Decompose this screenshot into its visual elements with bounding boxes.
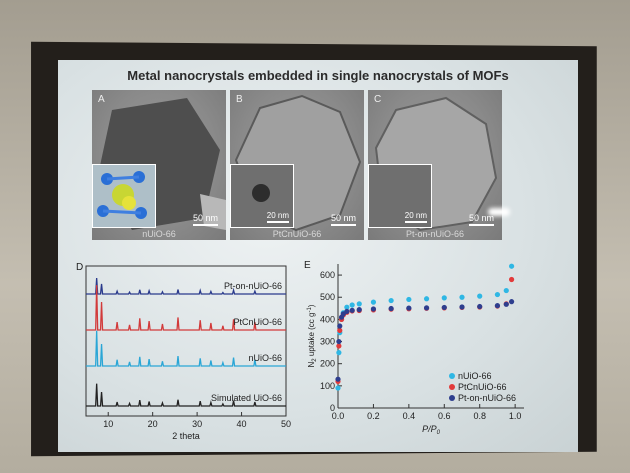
data-point: [423, 305, 430, 311]
data-point: [335, 385, 341, 391]
panel-letter: B: [236, 94, 243, 105]
data-point: [344, 308, 350, 315]
y-tick-label: 300: [320, 337, 335, 347]
data-point: [477, 293, 483, 299]
x-tick-label: 10: [103, 419, 113, 429]
isotherm-chart: E 0 100 200 300 400 500 600 0.0 0.2 0.4 0.6 0.8 1.0 P/…: [304, 260, 524, 436]
data-point: [356, 307, 362, 313]
x-tick-label: 0.8: [473, 411, 486, 421]
data-point: [503, 301, 509, 307]
scale-bar-label: 50 nm: [468, 213, 494, 226]
data-point: [459, 304, 465, 310]
inset-particle: [252, 184, 270, 202]
y-tick-label: 600: [320, 270, 335, 280]
data-point: [336, 343, 342, 349]
panel-letter: C: [374, 94, 382, 105]
x-tick-label: 40: [237, 419, 247, 429]
mof-structure-icon: [97, 171, 147, 219]
isotherm-series-1: [335, 276, 515, 385]
y-tick-label: 0: [330, 403, 335, 413]
data-point: [509, 299, 515, 305]
slide: Metal nanocrystals embedded in single na…: [58, 60, 578, 452]
data-point: [423, 296, 430, 302]
data-point: [349, 302, 355, 308]
data-point: [356, 301, 362, 307]
series-label: Simulated UiO-66: [211, 393, 282, 403]
y-tick-label: 100: [320, 381, 335, 391]
x-axis-label: 2 theta: [172, 431, 200, 441]
legend-label: PtCnUiO-66: [458, 382, 507, 392]
xrd-trace-3: [86, 383, 286, 407]
data-point: [459, 294, 465, 300]
data-point: [441, 304, 447, 311]
tem-panel-b: B 20 nm 50 nm PtCnUiO-66: [230, 90, 364, 240]
x-tick-label: 20: [148, 419, 158, 429]
data-point: [336, 350, 342, 356]
legend-label: Pt-on-nUiO-66: [458, 393, 516, 403]
y-tick-label: 400: [320, 314, 335, 324]
panel-caption: Pt-on-nUiO-66: [405, 229, 465, 239]
x-tick-label: 1.0: [509, 411, 522, 421]
data-point: [509, 263, 515, 269]
legend-marker: [449, 395, 455, 401]
x-tick-label: 30: [192, 419, 202, 429]
inset-image: 20 nm: [230, 164, 294, 228]
data-point: [344, 304, 350, 310]
panel-letter: A: [98, 94, 105, 105]
scale-bar-label: 50 nm: [192, 213, 218, 226]
data-point: [441, 295, 447, 301]
data-point: [388, 297, 394, 304]
data-point: [336, 338, 342, 345]
data-point: [337, 327, 343, 334]
data-point: [349, 307, 355, 313]
data-point: [370, 299, 377, 305]
series-label: nUiO-66: [248, 353, 282, 363]
x-tick-label: 0.4: [403, 411, 416, 421]
panel-caption: PtCnUiO-66: [272, 229, 322, 239]
xrd-trace-2: [86, 330, 286, 367]
mof-structure-inset: [92, 164, 156, 228]
x-tick-label: 0.0: [332, 411, 345, 421]
xrd-trace-1: [86, 285, 286, 331]
inset-scale-label: 20 nm: [404, 211, 427, 223]
data-point: [503, 287, 509, 294]
data-point: [406, 296, 412, 303]
legend-label: nUiO-66: [458, 371, 492, 381]
slide-title: Metal nanocrystals embedded in single na…: [127, 68, 509, 83]
data-point: [335, 376, 341, 382]
data-point: [337, 323, 343, 329]
y-tick-label: 200: [320, 359, 335, 369]
data-point: [509, 276, 515, 283]
x-tick-label: 0.2: [367, 411, 380, 421]
panel-letter: D: [76, 262, 83, 273]
xrd-chart: D Pt-on-nUiO-66 PtCnUiO-66 nUiO-66 Simulated…: [76, 262, 291, 441]
projector-glare: [488, 208, 510, 216]
y-tick-label: 500: [320, 292, 335, 302]
inset-scale-label: 20 nm: [266, 211, 289, 223]
x-tick-label: 0.6: [438, 411, 451, 421]
legend-marker: [449, 384, 455, 390]
data-point: [477, 303, 483, 310]
data-point: [406, 305, 412, 311]
panel-caption: nUiO-66: [142, 229, 176, 239]
data-point: [388, 305, 394, 312]
xrd-trace-0: [86, 277, 286, 295]
panel-letter: E: [304, 260, 311, 271]
y-axis-label: N2 uptake (cc g-1): [307, 304, 318, 367]
series-label: PtCnUiO-66: [233, 317, 282, 327]
data-point: [370, 306, 377, 312]
series-label: Pt-on-nUiO-66: [224, 281, 282, 291]
data-point: [494, 303, 501, 309]
data-point: [494, 291, 501, 298]
isotherm-series-2: [335, 299, 515, 382]
inset-image: 20 nm: [368, 164, 432, 228]
x-axis-label: P/P0: [422, 424, 441, 436]
tem-panel-a: A 50 nm nUiO-66: [92, 90, 226, 240]
plot-frame: [85, 265, 287, 417]
legend-marker: [449, 373, 455, 379]
tem-panel-c: C 20 nm 50 nm Pt-on-nUiO-66: [368, 90, 502, 240]
x-tick-label: 50: [281, 419, 291, 429]
scale-bar-label: 50 nm: [330, 213, 356, 226]
